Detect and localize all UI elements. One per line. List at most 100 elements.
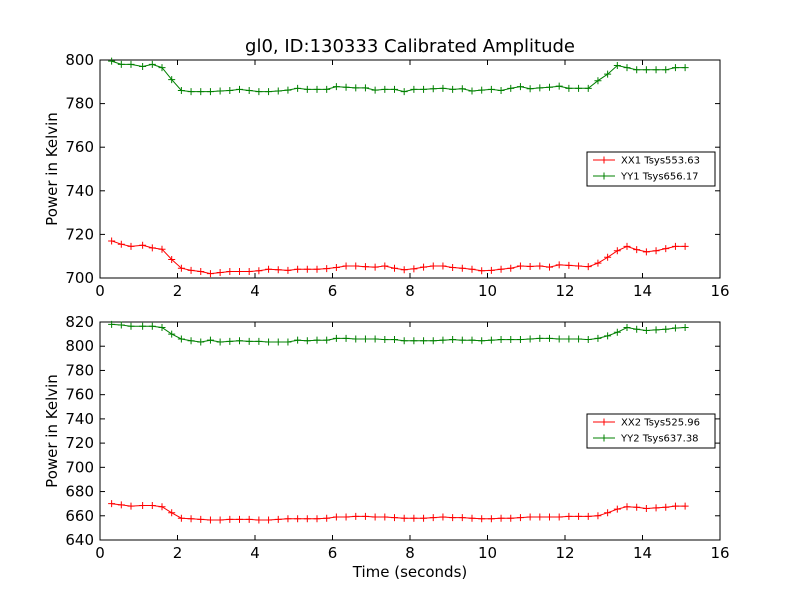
legend-swatch-marker	[600, 172, 608, 180]
data-point	[526, 335, 534, 343]
data-point	[429, 337, 437, 345]
data-point	[108, 320, 116, 328]
data-point	[323, 85, 331, 93]
data-point	[526, 513, 534, 521]
data-point	[681, 323, 689, 331]
data-point	[662, 245, 670, 253]
x-tick-label: 6	[328, 282, 338, 300]
data-point	[158, 245, 166, 253]
data-point	[139, 63, 147, 71]
data-point	[546, 513, 553, 521]
data-point	[497, 336, 505, 344]
data-point	[594, 259, 602, 267]
y-axis-label: Power in Kelvin	[43, 374, 61, 488]
x-tick-label: 8	[405, 544, 415, 562]
data-point	[313, 265, 321, 273]
data-point	[127, 60, 135, 68]
data-point	[642, 326, 650, 334]
data-point	[487, 85, 495, 93]
data-point	[604, 509, 612, 517]
data-point	[332, 334, 340, 342]
data-point	[332, 264, 340, 272]
data-point	[420, 263, 428, 271]
data-point	[565, 261, 573, 269]
data-point	[584, 336, 592, 344]
data-point	[536, 513, 544, 521]
data-point	[236, 515, 243, 523]
data-point	[284, 338, 292, 346]
data-point	[197, 88, 205, 96]
data-point	[361, 263, 369, 271]
data-point	[284, 515, 292, 523]
data-point	[536, 334, 544, 342]
data-point	[313, 85, 321, 93]
data-point	[342, 334, 350, 342]
data-point	[342, 513, 350, 521]
data-point	[245, 337, 253, 345]
data-point	[555, 513, 563, 521]
data-point	[226, 87, 234, 95]
data-point	[206, 516, 214, 524]
data-point	[449, 514, 457, 522]
data-point	[352, 335, 360, 343]
data-point	[187, 337, 195, 345]
data-point	[516, 336, 524, 344]
data-point	[671, 502, 679, 510]
data-point	[284, 266, 292, 274]
data-point	[497, 265, 505, 273]
data-point	[381, 262, 389, 270]
data-point	[168, 509, 176, 517]
data-point	[526, 85, 534, 93]
data-point	[555, 261, 563, 269]
data-point	[546, 83, 553, 91]
data-point	[117, 60, 125, 68]
data-point	[117, 240, 125, 248]
data-point	[478, 515, 486, 523]
data-point	[294, 265, 302, 273]
data-point	[613, 505, 621, 513]
x-tick-label: 8	[405, 282, 415, 300]
data-point	[400, 514, 408, 522]
data-point	[168, 76, 176, 84]
data-point	[381, 85, 389, 93]
data-point	[127, 322, 135, 330]
y-tick-label: 700	[65, 269, 94, 287]
data-point	[255, 516, 263, 524]
y-axis-label: Power in Kelvin	[43, 112, 61, 226]
data-point	[623, 503, 631, 511]
x-tick-label: 10	[478, 282, 497, 300]
y-tick-label: 720	[65, 225, 94, 243]
data-point	[458, 264, 466, 272]
data-point	[303, 265, 311, 273]
data-point	[429, 262, 437, 270]
data-point	[594, 334, 602, 342]
data-point	[420, 85, 428, 93]
y-tick-label: 780	[65, 95, 94, 113]
data-point	[439, 84, 447, 92]
data-point	[633, 66, 641, 74]
y-tick-label: 760	[65, 386, 94, 404]
data-point	[516, 514, 524, 522]
data-point	[497, 514, 505, 522]
data-point	[671, 64, 679, 72]
data-point	[594, 77, 602, 85]
legend-box	[586, 413, 716, 449]
data-point	[284, 86, 292, 94]
x-tick-label: 6	[328, 544, 338, 562]
data-point	[584, 263, 592, 271]
data-point	[381, 513, 389, 521]
data-point	[255, 267, 263, 275]
data-point	[361, 335, 369, 343]
data-point	[139, 241, 147, 249]
data-point	[507, 84, 515, 92]
data-point	[148, 322, 156, 330]
data-point	[274, 515, 282, 523]
data-point	[342, 83, 350, 91]
data-point	[478, 267, 486, 275]
data-point	[584, 84, 592, 92]
data-point	[516, 83, 524, 91]
data-point	[148, 60, 156, 68]
data-point	[565, 335, 573, 343]
